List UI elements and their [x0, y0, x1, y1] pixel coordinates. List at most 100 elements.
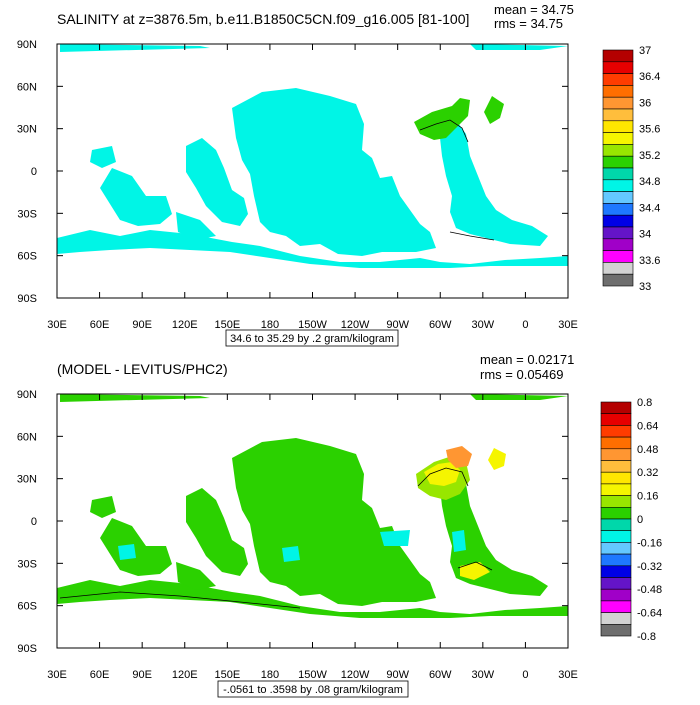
colorbar-swatch — [600, 471, 632, 485]
panel-2-positive-north-atlantic-core — [424, 462, 460, 486]
panel-1-ocean-west-pacific — [186, 138, 248, 226]
y-tick-label: 60N — [17, 81, 37, 93]
y-tick-label: 60N — [17, 431, 37, 443]
panel-2-positive-norwegian — [488, 448, 506, 470]
y-tick-label: 60S — [17, 601, 37, 613]
panel-2-negative-patch-4 — [452, 530, 466, 552]
panel-2-colorbar: 0.8 0.64 0.48 0.32 0.16 0 -0.16 -0.32 -0.48 -0.64… — [600, 397, 662, 643]
panel-1-contour-2 — [449, 231, 495, 241]
panel-1-ocean-tasman — [176, 212, 216, 240]
colorbar-swatch — [602, 214, 634, 228]
x-tick-label: 60W — [429, 669, 452, 681]
panel-2-negative-patch-3 — [380, 530, 410, 546]
x-tick-label: 150W — [298, 319, 327, 331]
colorbar-swatch — [602, 96, 634, 110]
x-tick-label: 30E — [558, 669, 578, 681]
y-tick-label: 90S — [17, 293, 37, 305]
panel-2-ocean-west-pacific — [186, 488, 248, 576]
colorbar-swatch — [602, 49, 634, 63]
x-tick-label: 120E — [172, 319, 198, 331]
x-tick-label: 60E — [90, 669, 110, 681]
y-tick-label: 0 — [31, 166, 37, 178]
colorbar-swatch — [600, 530, 632, 543]
panel-1-ocean-atlantic — [440, 120, 548, 246]
colorbar-label: 36 — [639, 97, 651, 109]
x-tick-label: 30E — [558, 319, 578, 331]
x-tick-label: 30E — [47, 669, 67, 681]
colorbar-label: -0.64 — [637, 608, 662, 620]
panel-1: SALINITY at z=3876.5m, b.e11.B1850C5CN.f… — [17, 2, 660, 347]
panel-1-ocean-arctic — [60, 44, 210, 52]
panel-1-map — [57, 44, 568, 268]
x-tick-label: 150E — [214, 319, 240, 331]
y-tick-label: 90N — [17, 389, 37, 401]
colorbar-swatch — [600, 565, 632, 578]
colorbar-swatch — [602, 120, 634, 133]
panel-2-y-axis: 90N 60N 30N 0 30S 60S 90S — [17, 389, 568, 655]
colorbar-label: 34.4 — [639, 202, 660, 214]
colorbar-swatch — [600, 413, 632, 426]
panel-2-positive-labrador — [446, 446, 472, 468]
panel-1-x-axis: 30E 60E 90E 120E 150E 180 150W 120W 90W 60W 30W 0 30… — [47, 44, 578, 331]
colorbar-swatch — [600, 460, 632, 473]
panel-2-ocean-atlantic — [440, 470, 548, 596]
panel-2-ocean-arctic — [60, 394, 210, 402]
colorbar-swatch — [602, 250, 634, 263]
panel-2-ocean-pacific — [232, 438, 436, 606]
x-tick-label: 30W — [472, 669, 495, 681]
colorbar-swatch — [600, 425, 632, 438]
panel-1-rms: rms = 34.75 — [494, 16, 563, 31]
panel-1-title: SALINITY at z=3876.5m, b.e11.B1850C5CN.f… — [57, 11, 469, 27]
colorbar-swatch — [602, 73, 634, 86]
colorbar-swatch — [600, 542, 632, 555]
panel-2-negative-patch-2 — [118, 544, 136, 560]
panel-2-title: (MODEL - LEVITUS/PHC2) — [57, 361, 228, 377]
colorbar-swatch — [600, 401, 632, 414]
panel-1-contour-info: 34.6 to 35.29 by .2 gram/kilogram — [230, 333, 394, 345]
panel-2-contour-2 — [457, 561, 493, 571]
panel-2-contour-info: -.0561 to .3598 by .08 gram/kilogram — [223, 684, 403, 696]
panel-1-ocean-pacific — [232, 88, 436, 256]
panel-2-ocean-tasman — [176, 562, 216, 590]
colorbar-swatch — [600, 612, 632, 625]
x-tick-label: 0 — [522, 669, 528, 681]
panel-2: (MODEL - LEVITUS/PHC2) mean = 0.02171 rm… — [17, 352, 662, 698]
colorbar-swatch — [602, 155, 634, 169]
colorbar-swatch — [600, 483, 632, 496]
colorbar-swatch — [600, 506, 632, 520]
y-tick-label: 30N — [17, 124, 37, 136]
colorbar-swatch — [602, 167, 634, 181]
colorbar-label: 0.16 — [637, 491, 658, 503]
panel-2-negative-patch-1 — [282, 546, 300, 562]
x-tick-label: 60W — [429, 319, 452, 331]
colorbar-swatch — [600, 495, 632, 508]
panel-2-contour-3 — [59, 591, 301, 609]
panel-1-mean: mean = 34.75 — [494, 2, 574, 17]
x-tick-label: 120E — [172, 669, 198, 681]
colorbar-label: 0 — [637, 514, 643, 526]
colorbar-label: 36.4 — [639, 71, 660, 83]
panel-2-rms: rms = 0.05469 — [480, 367, 563, 382]
colorbar-label: 0.48 — [637, 444, 658, 456]
panel-2-ocean-arctic-2 — [470, 394, 568, 400]
x-tick-label: 90E — [132, 669, 152, 681]
colorbar-swatch — [602, 226, 634, 240]
panel-1-contour-1 — [419, 119, 469, 143]
colorbar-swatch — [602, 144, 634, 157]
x-tick-label: 60E — [90, 319, 110, 331]
x-tick-label: 30E — [47, 319, 67, 331]
colorbar-label: 35.2 — [639, 150, 660, 162]
colorbar-swatch — [600, 577, 632, 590]
y-tick-label: 30N — [17, 474, 37, 486]
colorbar-swatch — [602, 108, 634, 122]
y-tick-label: 90S — [17, 643, 37, 655]
panel-1-ocean-north-atlantic — [414, 98, 470, 140]
y-tick-label: 30S — [17, 208, 37, 220]
y-tick-label: 60S — [17, 251, 37, 263]
panel-1-ocean-arctic-2 — [470, 44, 568, 50]
panel-1-y-axis: 90N 60N 30N 0 30S 60S 90S — [17, 39, 568, 305]
panel-1-ocean-southern — [57, 230, 568, 268]
x-tick-label: 90E — [132, 319, 152, 331]
colorbar-swatch — [602, 203, 634, 216]
